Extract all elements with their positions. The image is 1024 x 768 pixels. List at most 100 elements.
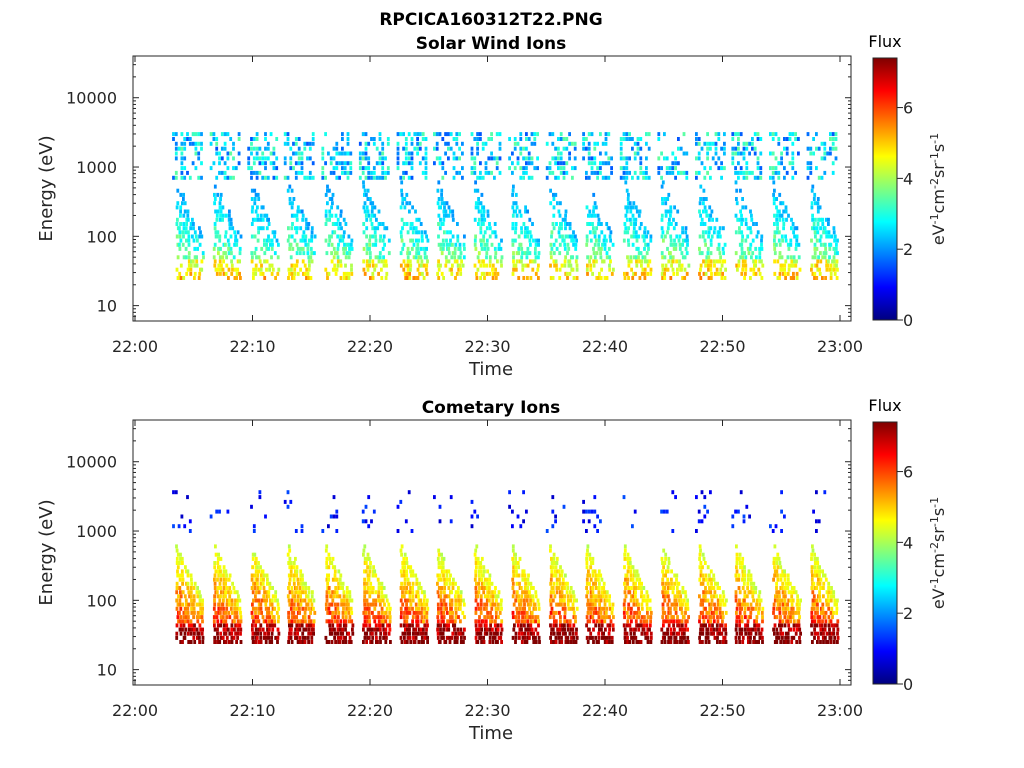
- heatmap-cell: [304, 619, 307, 624]
- heatmap-cell: [516, 141, 520, 146]
- heatmap-cell: [388, 615, 392, 620]
- x-tick-label: 22:40: [582, 337, 628, 356]
- heatmap-cell: [447, 146, 450, 151]
- heatmap-cell: [195, 602, 199, 607]
- heatmap-cell: [835, 276, 839, 280]
- heatmap-cell: [523, 602, 526, 607]
- heatmap-cell: [445, 627, 449, 632]
- heatmap-cell: [251, 255, 254, 260]
- heatmap-cell: [433, 161, 436, 166]
- heatmap-cell: [746, 246, 750, 251]
- heatmap-cell: [524, 594, 527, 599]
- heatmap-cell: [668, 166, 672, 171]
- heatmap-cell: [716, 271, 719, 276]
- heatmap-cell: [330, 259, 334, 264]
- heatmap-cell: [604, 137, 608, 141]
- heatmap-cell: [309, 598, 313, 603]
- heatmap-cell: [218, 161, 221, 166]
- heatmap-cell: [350, 610, 354, 615]
- heatmap-cell: [307, 627, 311, 632]
- heatmap-cell: [419, 222, 423, 226]
- heatmap-cell: [412, 635, 415, 640]
- heatmap-cell: [798, 267, 802, 272]
- heatmap-cell: [522, 490, 525, 495]
- heatmap-cell: [791, 132, 795, 137]
- heatmap-cell: [181, 573, 184, 578]
- heatmap-cell: [214, 544, 217, 549]
- heatmap-cell: [518, 556, 522, 561]
- heatmap-cell: [744, 205, 748, 210]
- heatmap-cell: [485, 251, 489, 256]
- heatmap-cell: [325, 619, 329, 624]
- heatmap-cell: [593, 234, 597, 239]
- heatmap-cell: [775, 197, 778, 201]
- heatmap-cell: [233, 606, 236, 611]
- heatmap-cell: [531, 615, 534, 620]
- heatmap-cell: [367, 635, 371, 640]
- heatmap-cell: [384, 156, 387, 161]
- heatmap-cell: [684, 610, 687, 615]
- heatmap-cell: [629, 259, 633, 264]
- heatmap-cell: [300, 161, 304, 166]
- heatmap-cell: [442, 573, 445, 578]
- heatmap-cell: [776, 222, 779, 226]
- heatmap-cell: [775, 217, 779, 222]
- heatmap-cell: [531, 598, 535, 603]
- heatmap-cell: [522, 276, 526, 280]
- heatmap-cell: [699, 263, 703, 268]
- heatmap-cell: [704, 263, 707, 268]
- heatmap-cell: [707, 259, 711, 264]
- heatmap-cell: [639, 640, 643, 644]
- heatmap-cell: [810, 263, 814, 268]
- heatmap-cell: [753, 132, 757, 137]
- heatmap-cell: [409, 573, 413, 578]
- heatmap-cell: [337, 242, 340, 247]
- heatmap-cell: [256, 205, 259, 210]
- heatmap-cell: [815, 146, 818, 151]
- heatmap-cell: [370, 222, 374, 226]
- heatmap-cell: [630, 586, 633, 590]
- heatmap-cell: [426, 635, 429, 640]
- heatmap-cell: [418, 132, 422, 137]
- heatmap-cell: [365, 234, 368, 239]
- heatmap-cell: [598, 271, 601, 276]
- heatmap-cell: [310, 230, 314, 235]
- heatmap-cell: [731, 137, 735, 141]
- heatmap-cell: [307, 238, 311, 243]
- heatmap-cell: [776, 259, 780, 264]
- heatmap-cell: [436, 556, 440, 561]
- heatmap-cell: [551, 565, 555, 570]
- heatmap-cell: [514, 598, 518, 603]
- heatmap-cell: [517, 251, 521, 256]
- heatmap-cell: [668, 170, 672, 175]
- heatmap-cell: [783, 267, 786, 272]
- heatmap-cell: [489, 619, 492, 624]
- heatmap-cell: [723, 276, 727, 280]
- heatmap-cell: [325, 594, 329, 599]
- heatmap-cell: [441, 561, 445, 565]
- heatmap-cell: [480, 569, 483, 574]
- panel-title-cometary: Cometary Ions: [422, 398, 561, 418]
- heatmap-cell: [735, 197, 738, 201]
- heatmap-cell: [533, 166, 537, 171]
- heatmap-cell: [439, 623, 443, 628]
- heatmap-cell: [597, 640, 600, 644]
- heatmap-cell: [574, 640, 578, 644]
- heatmap-cell: [364, 610, 368, 615]
- heatmap-cell: [528, 615, 532, 620]
- heatmap-cell: [256, 586, 260, 590]
- heatmap-cell: [678, 259, 681, 264]
- heatmap-cell: [601, 259, 604, 264]
- heatmap-cell: [289, 631, 293, 636]
- heatmap-cell: [809, 166, 813, 171]
- heatmap-cell: [637, 234, 641, 239]
- heatmap-cell: [364, 141, 368, 146]
- heatmap-cell: [603, 610, 607, 615]
- heatmap-cell: [272, 151, 276, 156]
- heatmap-cell: [477, 197, 480, 201]
- heatmap-cell: [228, 586, 232, 590]
- heatmap-cell: [338, 222, 342, 226]
- heatmap-cell: [215, 217, 219, 222]
- heatmap-cell: [224, 610, 227, 615]
- heatmap-cell: [336, 246, 340, 251]
